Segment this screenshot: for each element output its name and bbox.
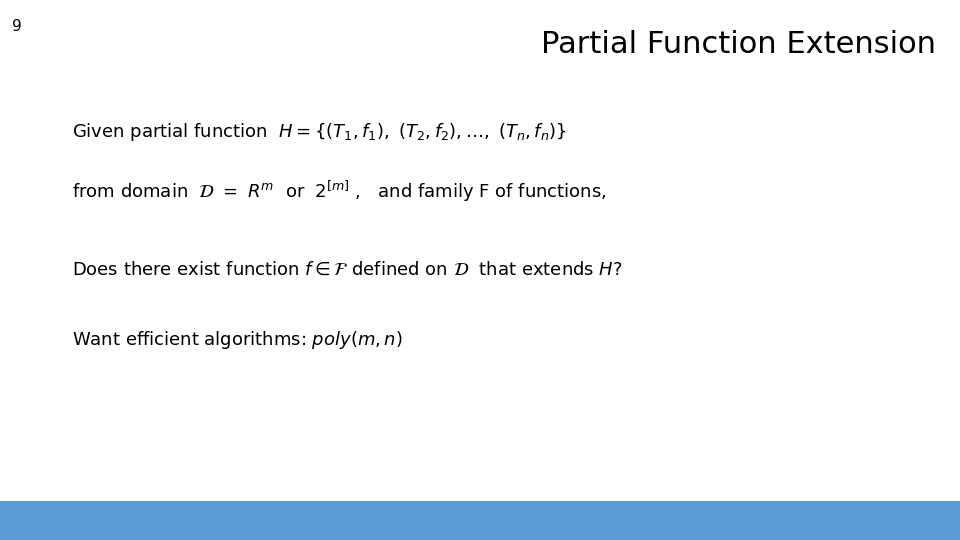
Text: Want efficient algorithms: $poly(m, n)$: Want efficient algorithms: $poly(m, n)$ bbox=[72, 329, 402, 351]
Text: from domain  $\mathcal{D}\ =\ R^m$  or  $2^{[m]}$ ,   and family F of functions,: from domain $\mathcal{D}\ =\ R^m$ or $2^… bbox=[72, 179, 607, 204]
Text: 9: 9 bbox=[12, 19, 21, 34]
Text: Does there exist function $f \in \mathcal{F}$ defined on $\mathcal{D}$  that ext: Does there exist function $f \in \mathca… bbox=[72, 261, 623, 279]
Text: Partial Function Extension: Partial Function Extension bbox=[541, 30, 936, 59]
Text: Given partial function  $H = \{(T_1, f_1),\ (T_2, f_2), \ldots,\ (T_n, f_n)\}$: Given partial function $H = \{(T_1, f_1)… bbox=[72, 122, 567, 143]
FancyBboxPatch shape bbox=[0, 501, 960, 540]
